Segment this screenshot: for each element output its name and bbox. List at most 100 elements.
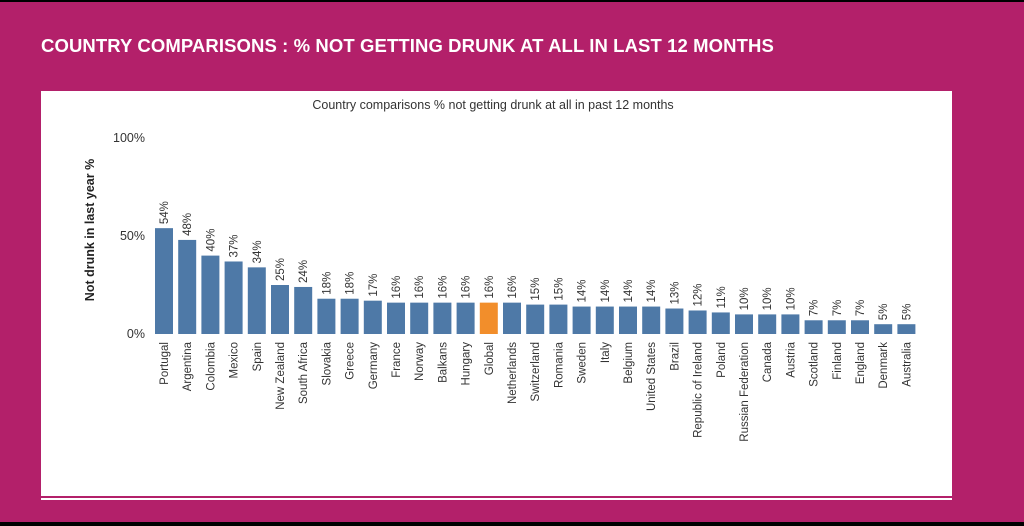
bar-value-label: 17% <box>368 274 380 297</box>
bar <box>387 302 405 334</box>
bar-value-label: 13% <box>669 281 681 304</box>
category-label: Spain <box>252 342 264 371</box>
category-label: Belgium <box>623 342 635 384</box>
bar <box>804 320 823 334</box>
category-label: Balkans <box>437 342 449 383</box>
bar <box>155 228 173 334</box>
value-labels-group: 54% 48% 40% 37% 34% 25% 24% 18% 18% 17% 16% 16% 16% 1… <box>159 201 913 320</box>
bar-value-label: 5% <box>878 304 890 321</box>
category-label: Sweden <box>577 342 589 384</box>
category-label: Slovakia <box>321 341 333 385</box>
bar <box>572 306 591 334</box>
bar <box>735 314 753 334</box>
bar-value-label: 34% <box>252 240 264 263</box>
bar-value-label: 18% <box>321 272 333 295</box>
bar <box>851 320 869 334</box>
bar-value-label: 16% <box>507 276 519 299</box>
y-tick-label: 100% <box>113 131 145 145</box>
category-label: Greece <box>345 342 357 380</box>
bar <box>178 239 197 334</box>
bar <box>340 298 359 334</box>
category-label: Republic of Ireland <box>693 342 705 438</box>
bar-value-label: 12% <box>693 283 705 306</box>
bar-value-label: 10% <box>762 287 774 310</box>
bar <box>503 302 521 334</box>
category-label: Australia <box>901 341 913 386</box>
bar <box>688 310 707 334</box>
category-label: Russian Federation <box>739 342 751 442</box>
bar <box>479 302 498 334</box>
bar <box>247 267 266 334</box>
category-label: New Zealand <box>275 342 287 410</box>
category-label: Germany <box>368 342 380 390</box>
bar-value-label: 14% <box>600 280 612 303</box>
bar <box>781 314 800 334</box>
bar-value-label: 16% <box>414 276 426 299</box>
bar-value-label: 15% <box>553 278 565 301</box>
bar-value-label: 16% <box>437 276 449 299</box>
bar-value-label: 16% <box>391 276 403 299</box>
bar-value-label: 10% <box>739 287 751 310</box>
y-axis-label: Not drunk in last year % <box>83 159 97 301</box>
bar <box>410 302 429 334</box>
chart-panel: Country comparisons % not getting drunk … <box>41 91 952 496</box>
bar <box>874 324 893 334</box>
bar-value-label: 7% <box>832 300 844 317</box>
bar <box>201 255 220 334</box>
category-label: Argentina <box>182 341 194 391</box>
bar-value-label: 14% <box>623 280 635 303</box>
slide-title: COUNTRY COMPARISONS : % NOT GETTING DRUN… <box>41 35 774 56</box>
bar-value-label: 5% <box>901 304 913 321</box>
category-label: Austria <box>785 341 797 377</box>
category-label: Colombia <box>205 341 217 390</box>
category-label: Netherlands <box>507 342 519 404</box>
category-label: France <box>391 342 403 378</box>
category-label: Portugal <box>159 342 171 385</box>
bar-value-label: 24% <box>298 260 310 283</box>
category-label: Scotland <box>809 342 821 387</box>
category-label: Canada <box>762 341 774 382</box>
bar <box>665 308 684 334</box>
bar <box>433 302 452 334</box>
category-label: Hungary <box>461 342 473 386</box>
bar-value-label: 37% <box>229 234 241 257</box>
bar-value-label: 7% <box>809 300 821 317</box>
bar-value-label: 40% <box>205 229 217 252</box>
bottom-divider <box>41 498 952 500</box>
y-tick-label: 50% <box>120 229 145 243</box>
bar-value-label: 48% <box>182 213 194 236</box>
bar <box>897 324 916 334</box>
bar-value-label: 16% <box>484 276 496 299</box>
category-label: Norway <box>414 342 426 381</box>
y-tick-label: 0% <box>127 327 145 341</box>
bar <box>224 261 243 334</box>
bar-chart: Country comparisons % not getting drunk … <box>83 98 916 442</box>
category-label: Romania <box>553 341 565 388</box>
category-label: Switzerland <box>530 342 542 401</box>
bars-group <box>155 228 916 334</box>
bar <box>827 320 846 334</box>
bar-value-label: 11% <box>716 286 728 308</box>
bar-value-label: 14% <box>577 280 589 303</box>
category-label: Global <box>484 342 496 375</box>
category-labels-group: Portugal Argentina Colombia Mexico Spain New … <box>159 341 913 441</box>
category-label: United States <box>646 342 658 411</box>
category-label: Denmark <box>878 342 890 389</box>
bar-value-label: 18% <box>345 272 357 295</box>
bar-value-label: 10% <box>785 287 797 310</box>
category-label: Finland <box>832 342 844 380</box>
bar <box>317 298 336 334</box>
bar <box>595 306 614 334</box>
bar <box>642 306 661 334</box>
bar <box>549 304 568 334</box>
category-label: Italy <box>600 342 612 363</box>
bar <box>294 286 313 334</box>
y-axis-ticks: 0% 50% 100% <box>113 131 145 341</box>
bar <box>456 302 475 334</box>
category-label: England <box>855 342 867 384</box>
category-label: Brazil <box>669 342 681 371</box>
bar <box>363 300 382 334</box>
bar-value-label: 54% <box>159 201 171 224</box>
chart-title: Country comparisons % not getting drunk … <box>312 98 673 112</box>
